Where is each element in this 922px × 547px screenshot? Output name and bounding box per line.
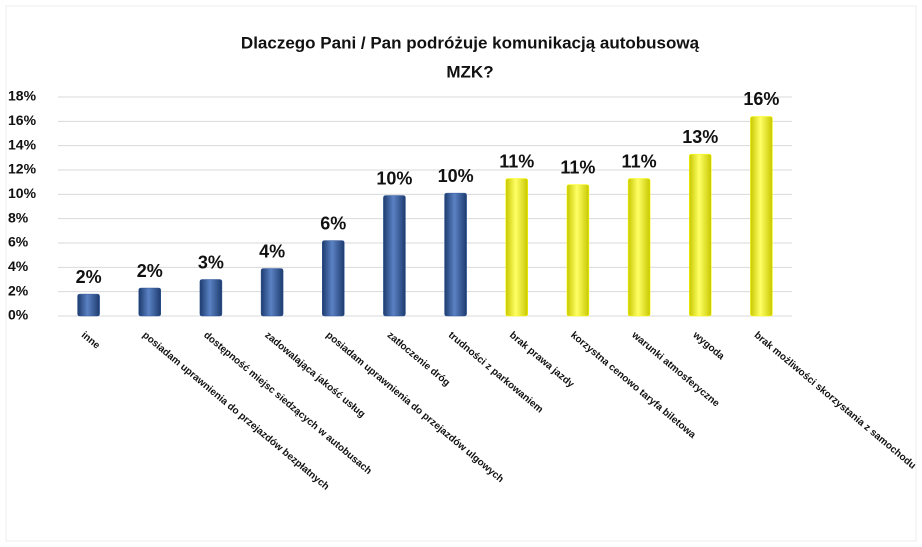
y-tick-label: 0%	[8, 307, 29, 323]
value-label: 2%	[76, 267, 102, 287]
bar	[444, 192, 467, 317]
value-label: 13%	[682, 127, 718, 147]
value-label: 6%	[320, 213, 346, 233]
y-tick-label: 16%	[8, 112, 37, 128]
y-tick-label: 6%	[8, 234, 29, 250]
y-tick-label: 8%	[8, 209, 29, 225]
bar	[566, 184, 590, 317]
value-label: 3%	[198, 252, 224, 272]
bar	[77, 293, 100, 317]
bar	[138, 287, 161, 317]
bar	[322, 240, 345, 317]
value-label: 11%	[560, 157, 595, 177]
bar	[199, 279, 223, 317]
value-label: 10%	[438, 166, 474, 186]
value-label: 4%	[259, 241, 285, 261]
y-tick-label: 14%	[8, 136, 37, 152]
bar	[505, 178, 528, 317]
value-label: 10%	[376, 168, 412, 188]
y-tick-label: 2%	[8, 282, 29, 298]
bar	[627, 178, 651, 317]
value-label: 11%	[622, 151, 657, 171]
y-tick-label: 4%	[8, 258, 29, 274]
chart-title: MZK?	[446, 62, 493, 81]
value-label: 16%	[743, 89, 779, 109]
y-tick-label: 18%	[8, 88, 37, 104]
value-label: 11%	[499, 151, 534, 171]
y-tick-label: 10%	[8, 185, 37, 201]
bar	[383, 195, 406, 317]
chart-title: Dlaczego Pani / Pan podróżuje komunikacj…	[241, 33, 700, 52]
bar	[689, 153, 712, 317]
bar	[260, 268, 284, 317]
y-tick-label: 12%	[8, 161, 37, 177]
value-label: 2%	[137, 261, 163, 281]
bar	[750, 116, 773, 317]
